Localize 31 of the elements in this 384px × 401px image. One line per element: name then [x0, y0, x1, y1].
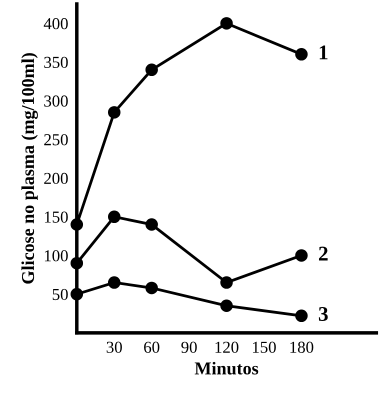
point	[295, 249, 308, 262]
y-tick-label: 200	[44, 172, 68, 184]
y-tick-label: 350	[44, 56, 68, 68]
point	[108, 106, 120, 119]
x-tick-label: 30	[106, 342, 122, 353]
point	[108, 276, 120, 289]
x-tick-label: 90	[181, 342, 197, 353]
y-tick-label: 100	[44, 250, 68, 262]
point	[295, 48, 308, 61]
point	[145, 282, 158, 294]
y-tick-label: 150	[44, 211, 68, 223]
point	[108, 210, 120, 224]
x-tick-label: 180	[290, 342, 314, 353]
point	[220, 17, 233, 30]
x-tick-label: 120	[216, 342, 238, 353]
x-tick-label: 150	[252, 342, 276, 353]
point	[220, 300, 233, 312]
point	[145, 64, 158, 76]
y-tick-label: 250	[44, 134, 68, 146]
point	[145, 218, 158, 231]
y-tick-label: 300	[44, 95, 68, 107]
point	[295, 310, 308, 322]
y-tick-label: 50	[52, 288, 68, 300]
point	[220, 276, 233, 289]
series-label: 2	[318, 246, 328, 260]
y-axis-title: Glicose no plasma (mg/100ml)	[21, 53, 38, 284]
series-label: 1	[320, 46, 328, 60]
x-tick-label: 60	[144, 342, 160, 353]
x-axis-title: Minutos	[194, 362, 258, 375]
y-tick-label: 400	[44, 18, 68, 30]
series-label: 3	[318, 307, 328, 322]
